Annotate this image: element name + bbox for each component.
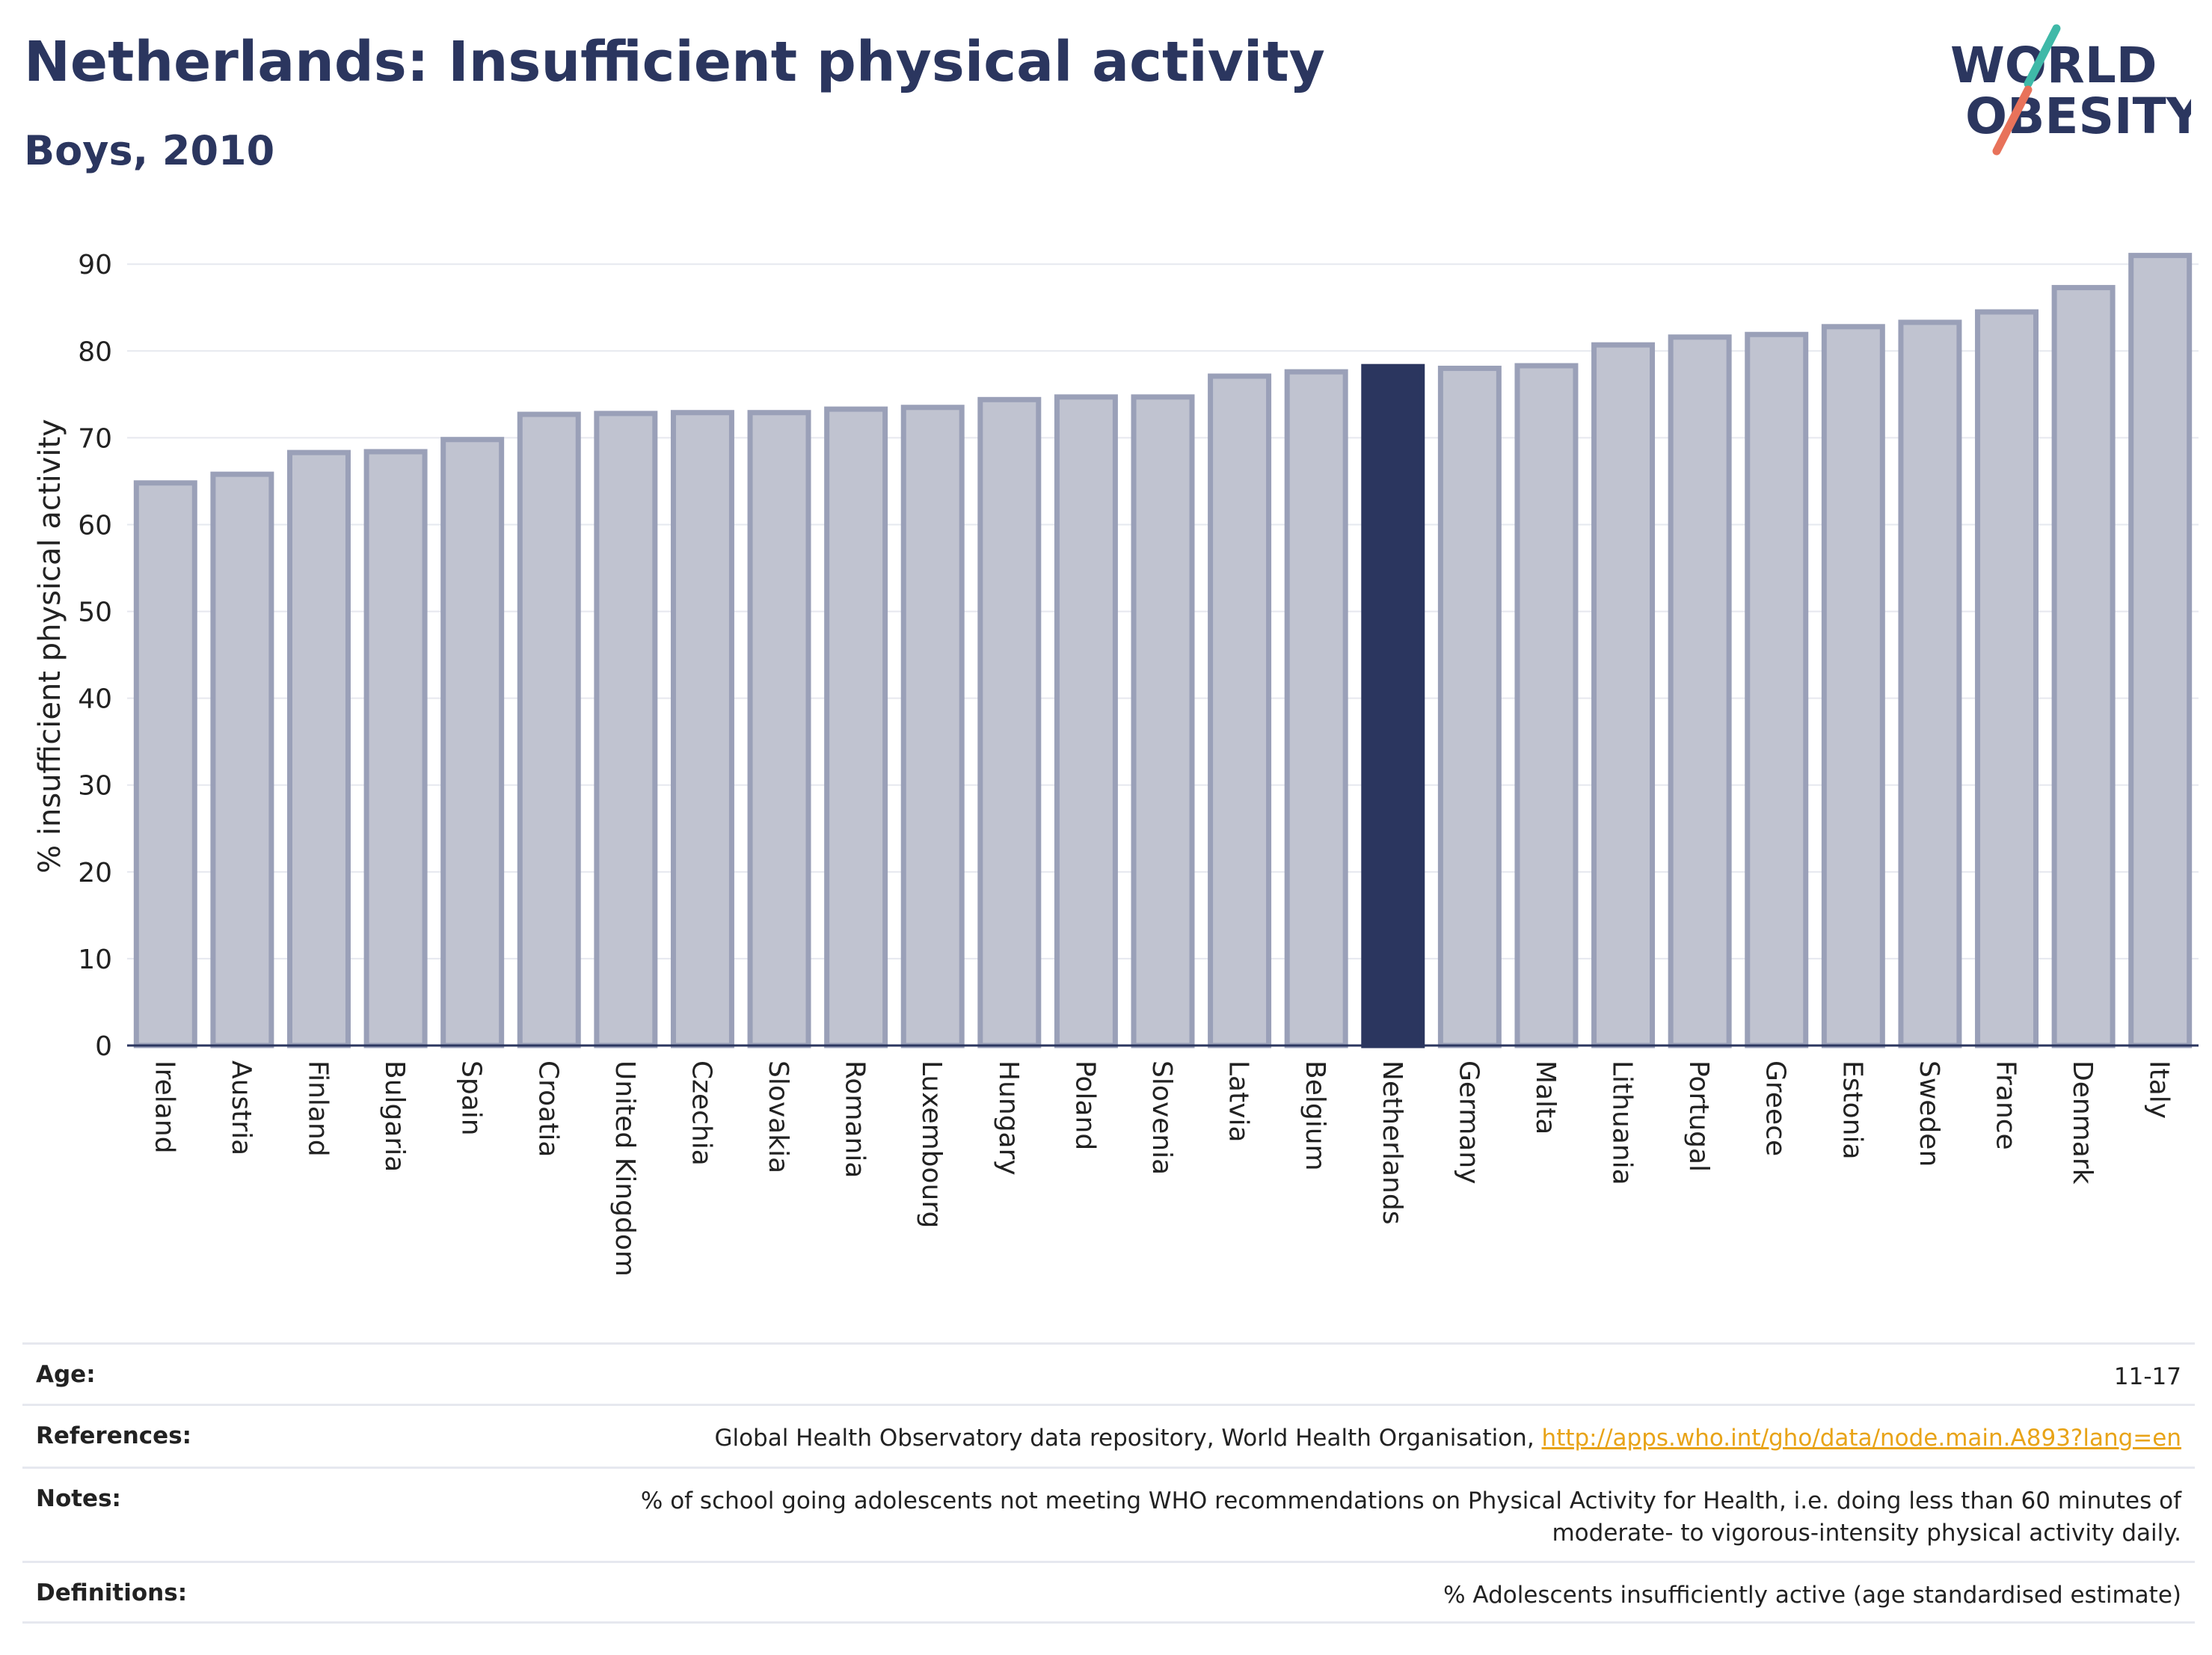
y-tick-label: 0 [95,1031,112,1062]
x-tick-label: Netherlands [1377,1060,1407,1224]
x-tick-label: Austria [226,1060,256,1155]
x-tick-label: Belgium [1300,1060,1330,1171]
notes-value: % of school going adolescents not meetin… [641,1485,2195,1550]
page-title: Netherlands: Insufficient physical activ… [24,30,1325,94]
bar-portugal [1668,334,1732,1048]
x-tick-label: Finland [302,1060,333,1157]
bar-italy [2128,253,2193,1048]
notes-line-1: % of school going adolescents not meetin… [640,1487,2181,1514]
info-table: Age: 11-17 References: Global Health Obs… [22,1342,2195,1624]
y-tick-label: 40 [78,684,112,715]
logo-slash-coral-icon [1992,85,2033,156]
y-axis-label: % insufficient physical activity [33,419,67,873]
x-tick-label: France [1991,1060,2021,1150]
bar-greece [1745,331,1809,1048]
bar-belgium [1284,369,1348,1048]
bar-malta [1514,363,1579,1048]
x-tick-label: Latvia [1223,1060,1254,1143]
x-tick-label: Sweden [1914,1060,1944,1167]
bar-slovakia [747,410,811,1048]
bar-luxembourg [900,405,965,1048]
x-tick-label: Hungary [993,1060,1024,1176]
bar-hungary [977,396,1042,1048]
y-tick-label: 10 [78,945,112,975]
y-tick-label: 90 [78,250,112,280]
x-tick-label: Italy [2144,1060,2175,1119]
bar-denmark [2051,285,2116,1048]
y-tick-label: 30 [78,771,112,802]
info-row-notes: Notes: % of school going adolescents not… [22,1467,2195,1561]
y-tick-label: 70 [78,423,112,454]
bar-france [1975,309,2039,1048]
x-tick-label: Poland [1069,1060,1100,1150]
bar-germany [1437,366,1502,1048]
bar-lithuania [1591,342,1656,1048]
world-obesity-logo: WORLD OBESITY [1950,24,2191,156]
x-tick-label: Slovenia [1146,1060,1177,1175]
bar-sweden [1898,319,1962,1048]
bar-bulgaria [363,449,428,1048]
bar-croatia [517,411,581,1048]
references-text: Global Health Observatory data repositor… [714,1425,1542,1452]
x-tick-label: Estonia [1837,1060,1867,1160]
definitions-value: % Adolescents insufficiently active (age… [1443,1582,2181,1609]
x-tick-label: Germany [1453,1060,1484,1184]
y-axis-ticks: 0 10 20 30 40 50 60 70 80 90 [78,250,112,1062]
bar-ireland [133,480,197,1048]
bar-finland [286,449,351,1048]
x-tick-label: Slovakia [763,1060,793,1173]
references-label: References: [36,1422,192,1449]
info-row-definitions: Definitions: % Adolescents insufficientl… [22,1561,2195,1624]
y-tick-label: 20 [78,858,112,888]
references-link[interactable]: http://apps.who.int/gho/data/node.main.A… [1541,1425,2181,1452]
definitions-label: Definitions: [36,1579,188,1606]
logo-text-world: WORLD [1950,37,2157,94]
bar-chart: 0 10 20 30 40 50 60 70 80 90 Ireland Austria Finlan… [33,250,2199,1277]
bars [133,253,2193,1048]
bar-slovenia [1131,394,1195,1048]
y-tick-label: 80 [78,337,112,367]
x-tick-label: Spain [456,1060,487,1136]
x-tick-label: Luxembourg [916,1060,947,1228]
references-value: Global Health Observatory data repositor… [714,1422,2195,1455]
info-row-references: References: Global Health Observatory da… [22,1404,2195,1467]
x-tick-label: Czechia [686,1060,716,1166]
notes-line-2: moderate- to vigorous-intensity physical… [1552,1520,2181,1547]
info-row-age: Age: 11-17 [22,1342,2195,1404]
bar-netherlands [1361,363,1425,1048]
x-tick-label: Greece [1760,1060,1791,1156]
page-subtitle: Boys, 2010 [24,127,275,174]
bar-romania [824,406,888,1048]
bar-austria [210,471,274,1048]
age-value: 11-17 [2113,1363,2181,1390]
x-tick-label: United Kingdom [609,1060,640,1277]
bar-poland [1054,394,1118,1048]
age-label: Age: [36,1361,96,1388]
y-tick-label: 60 [78,510,112,541]
bar-estonia [1821,324,1885,1048]
bar-united-kingdom [594,411,658,1048]
x-tick-label: Malta [1530,1060,1561,1134]
logo-slash-teal-icon [2024,24,2061,88]
notes-label: Notes: [36,1485,121,1512]
x-tick-label: Croatia [532,1060,563,1157]
y-tick-label: 50 [78,598,112,628]
bar-latvia [1208,373,1272,1048]
x-tick-label: Bulgaria [379,1060,410,1172]
x-axis-ticks: Ireland Austria Finland Bulgaria Spain Croati… [149,1060,2174,1277]
x-tick-label: Portugal [1683,1060,1714,1172]
x-tick-label: Ireland [149,1060,179,1154]
x-tick-label: Romania [840,1060,870,1178]
bar-czechia [670,410,734,1048]
x-tick-label: Lithuania [1607,1060,1638,1185]
x-tick-label: Denmark [2067,1060,2098,1185]
bar-spain [440,437,505,1048]
